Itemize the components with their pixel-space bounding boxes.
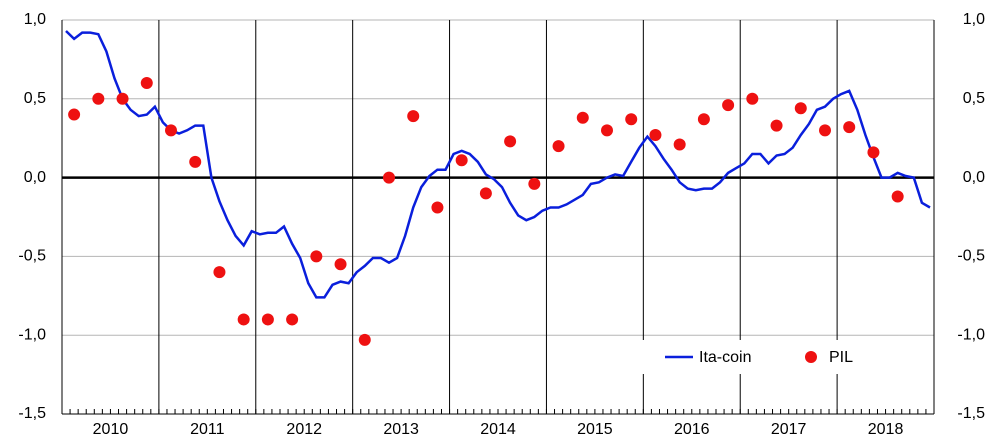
scatter-point (819, 124, 831, 137)
scatter-point (673, 138, 686, 151)
scatter-point (552, 140, 565, 153)
x-tick-label: 2015 (577, 421, 613, 438)
y-tick-label: 1,0 (24, 11, 46, 28)
scatter-point (794, 102, 807, 115)
scatter-point (891, 190, 904, 203)
scatter-point (528, 177, 541, 190)
x-tick-label: 2013 (383, 421, 419, 438)
scatter-point (455, 154, 468, 167)
scatter-point (697, 113, 710, 126)
y2-tick-label: -1,5 (957, 405, 985, 422)
y2-tick-label: 0,5 (963, 90, 985, 107)
scatter-point (68, 108, 81, 121)
scatter-point (165, 124, 177, 137)
x-tick-label: 2014 (480, 421, 516, 438)
scatter-point (504, 135, 517, 148)
scatter-point (261, 313, 274, 326)
series-line (65, 30, 931, 299)
scatter-point (383, 171, 395, 184)
x-tick-label: 2012 (286, 421, 322, 438)
y2-tick-label: 0,0 (963, 169, 985, 186)
x-tick-label: 2017 (771, 421, 807, 438)
legend-label: Ita-coin (699, 349, 751, 366)
scatter-point (237, 313, 250, 326)
scatter-point (625, 113, 638, 126)
legend-label: PIL (829, 349, 853, 366)
scatter-point (310, 250, 323, 263)
y2-tick-label: -0,5 (957, 248, 985, 265)
scatter-point (213, 266, 226, 279)
scatter-point (867, 146, 880, 159)
scatter-point (189, 155, 202, 168)
scatter-point (431, 201, 444, 214)
scatter-point (92, 92, 105, 105)
y-tick-label: 0,5 (24, 90, 46, 107)
x-tick-label: 2018 (868, 421, 904, 438)
scatter-point (722, 99, 735, 112)
y-tick-label: -1,5 (18, 405, 46, 422)
x-tick-label: 2010 (93, 421, 129, 438)
scatter-point (649, 129, 662, 142)
scatter-point (770, 119, 783, 132)
scatter-point (407, 110, 420, 123)
scatter-point (140, 77, 153, 90)
y2-tick-label: -1,0 (957, 326, 985, 343)
y2-tick-label: 1,0 (963, 11, 985, 28)
scatter-point (746, 92, 759, 105)
y-tick-label: -1,0 (18, 326, 46, 343)
scatter-point (334, 258, 347, 271)
scatter-point (843, 121, 856, 134)
legend-swatch (805, 351, 817, 363)
x-tick-label: 2011 (190, 421, 225, 438)
y-tick-label: 0,0 (24, 169, 46, 186)
y-tick-label: -0,5 (18, 248, 46, 265)
scatter-point (576, 111, 589, 124)
scatter-point (601, 124, 613, 137)
scatter-point (479, 187, 492, 200)
scatter-point (286, 313, 299, 326)
x-tick-label: 2016 (674, 421, 710, 438)
scatter-point (116, 92, 129, 105)
scatter-point (358, 333, 371, 346)
